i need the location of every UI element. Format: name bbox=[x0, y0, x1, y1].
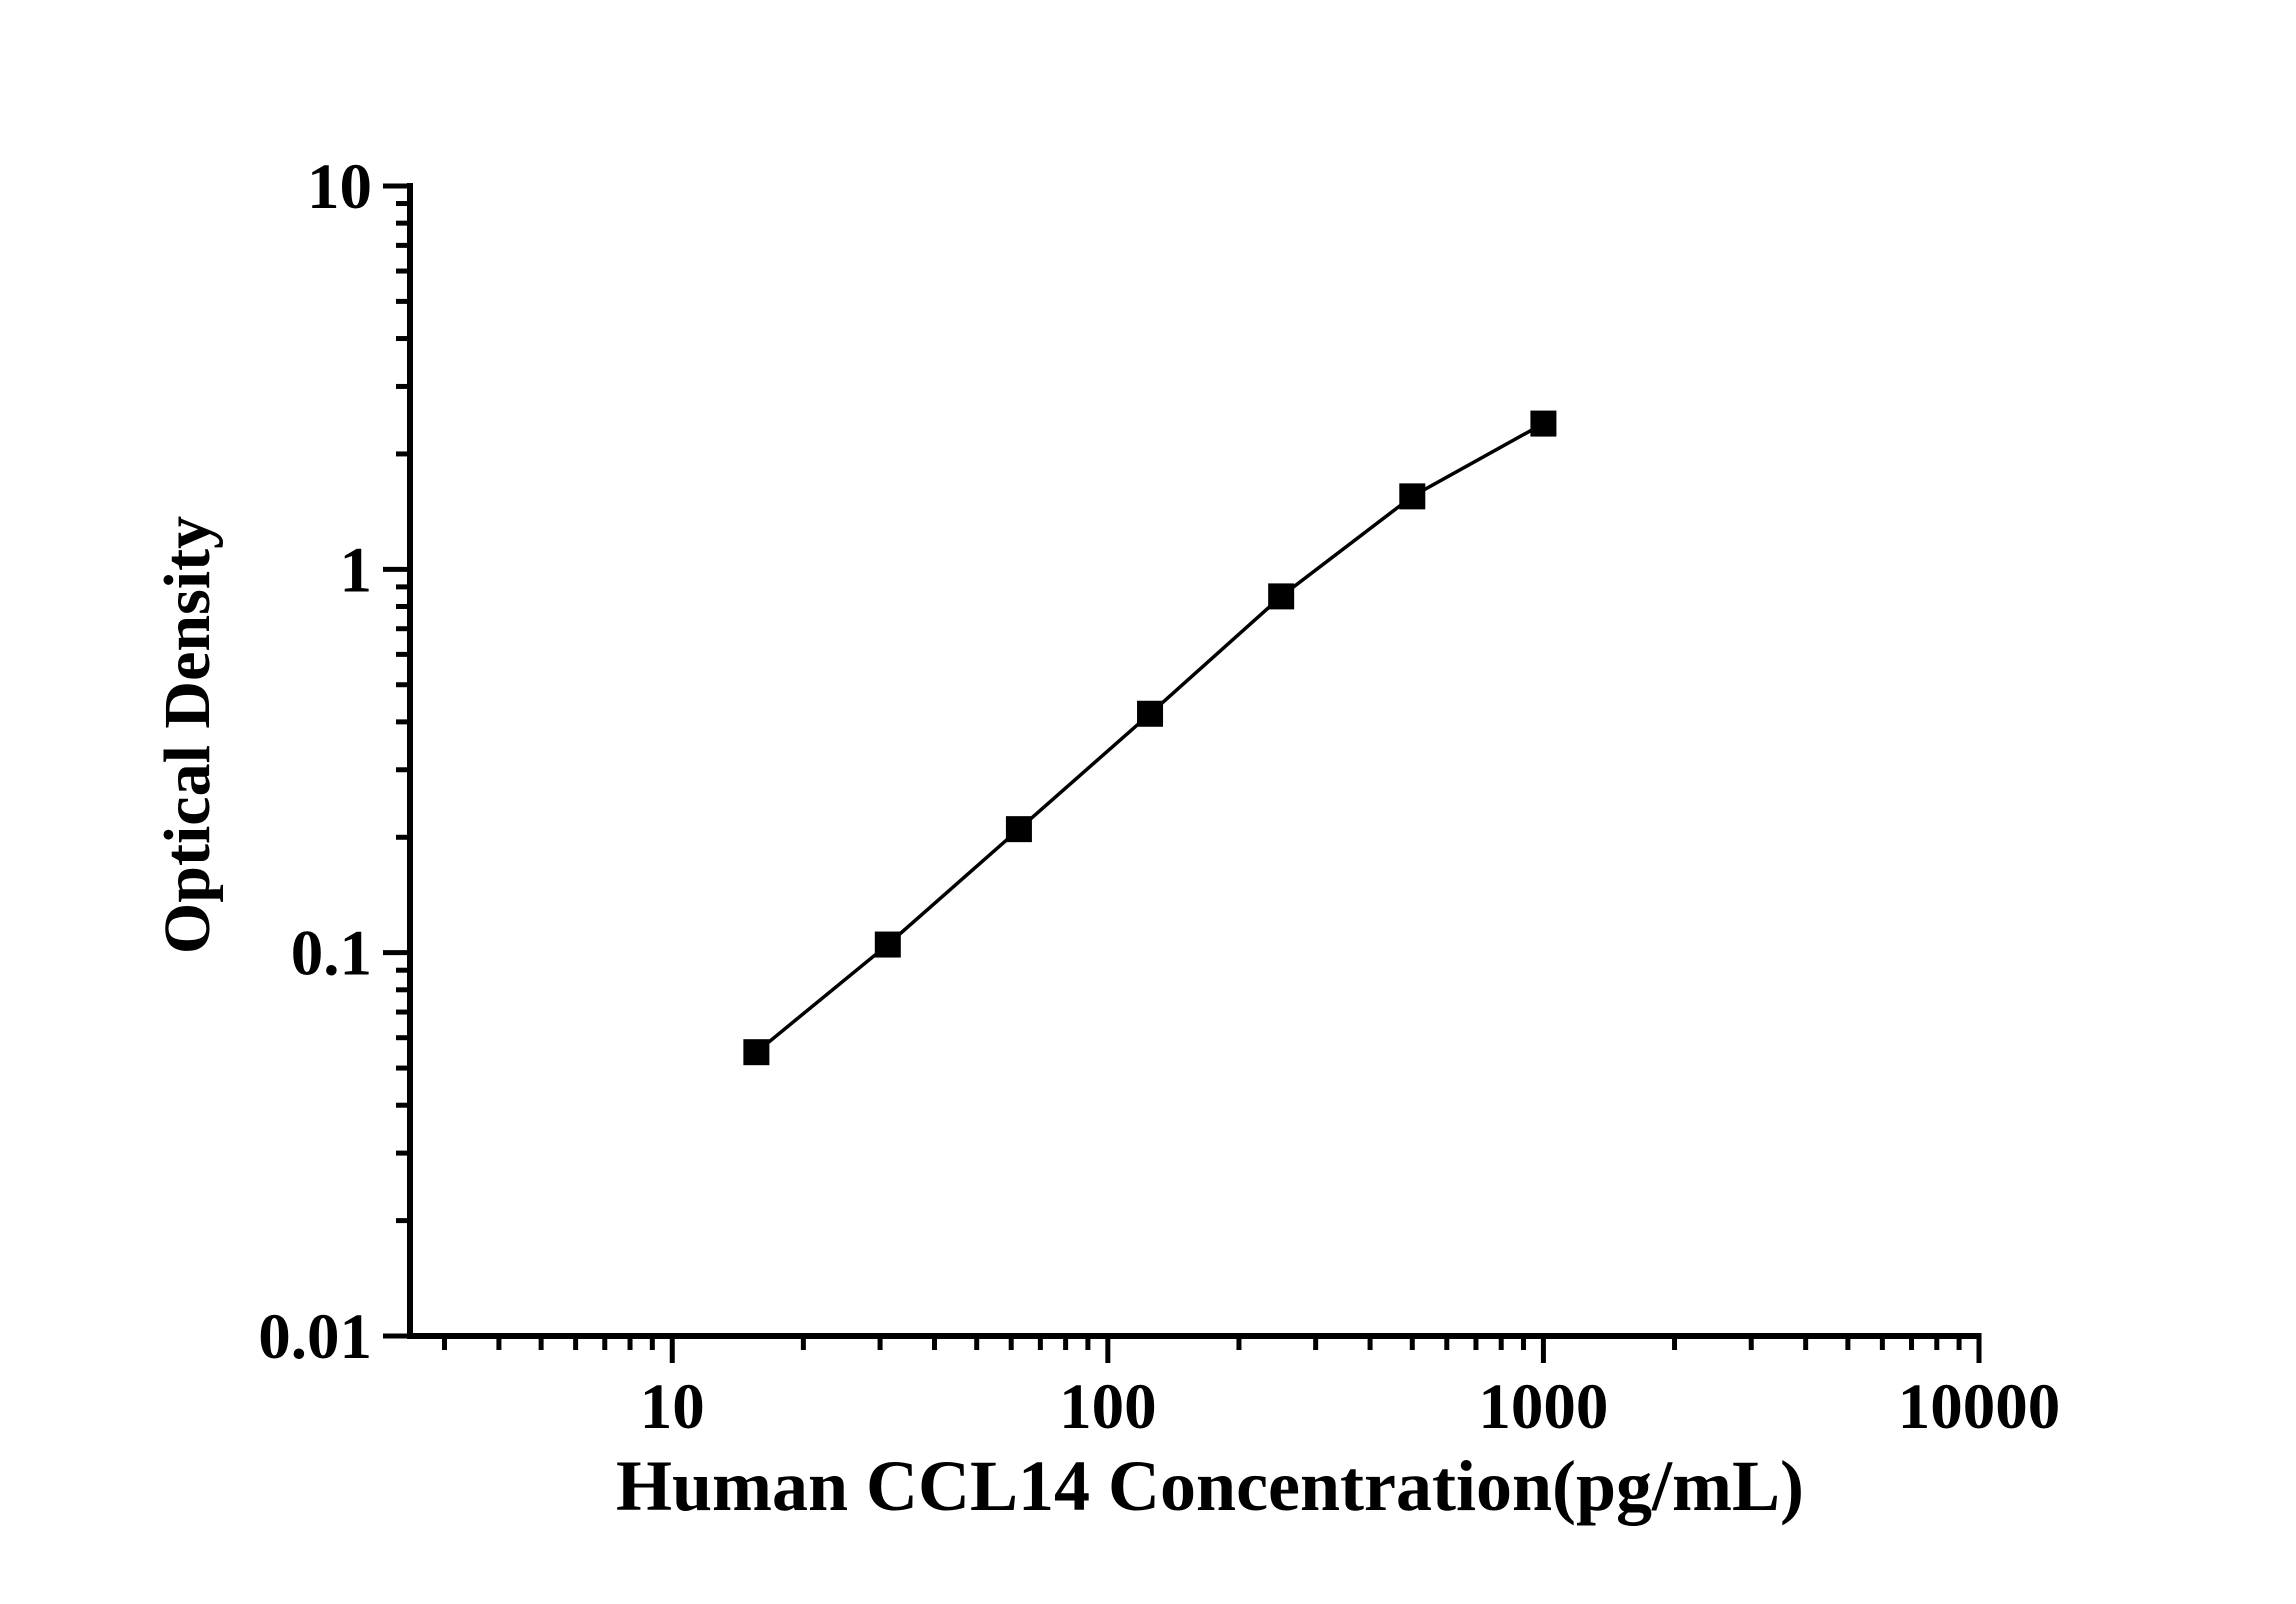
data-point-marker bbox=[1137, 700, 1164, 727]
x-axis-tick-label: 1000 bbox=[1478, 1371, 1608, 1443]
y-axis-tick-label: 10 bbox=[307, 151, 372, 223]
y-axis-title: Optical Density bbox=[151, 516, 224, 954]
data-point-marker bbox=[743, 1039, 770, 1066]
y-axis-tick-label: 1 bbox=[340, 534, 373, 606]
data-point-marker bbox=[1005, 816, 1032, 843]
x-axis-title: Human CCL14 Concentration(pg/mL) bbox=[616, 1446, 1804, 1526]
y-axis-tick-label: 0.1 bbox=[291, 918, 372, 990]
standard-curve-line bbox=[755, 422, 1545, 1054]
chart-layer: 10 100 1000 10000 10 1 0.1 0.01 bbox=[258, 151, 2060, 1443]
x-axis-tick-label: 10000 bbox=[1898, 1371, 2061, 1443]
data-point-marker bbox=[1399, 483, 1426, 510]
x-axis-tick-label: 100 bbox=[1059, 1371, 1157, 1443]
y-axis-tick-label: 0.01 bbox=[258, 1301, 372, 1373]
data-point-marker bbox=[1268, 583, 1295, 610]
data-point-marker bbox=[1530, 410, 1557, 437]
x-axis-tick-label: 10 bbox=[640, 1371, 705, 1443]
data-point-marker bbox=[874, 931, 901, 958]
